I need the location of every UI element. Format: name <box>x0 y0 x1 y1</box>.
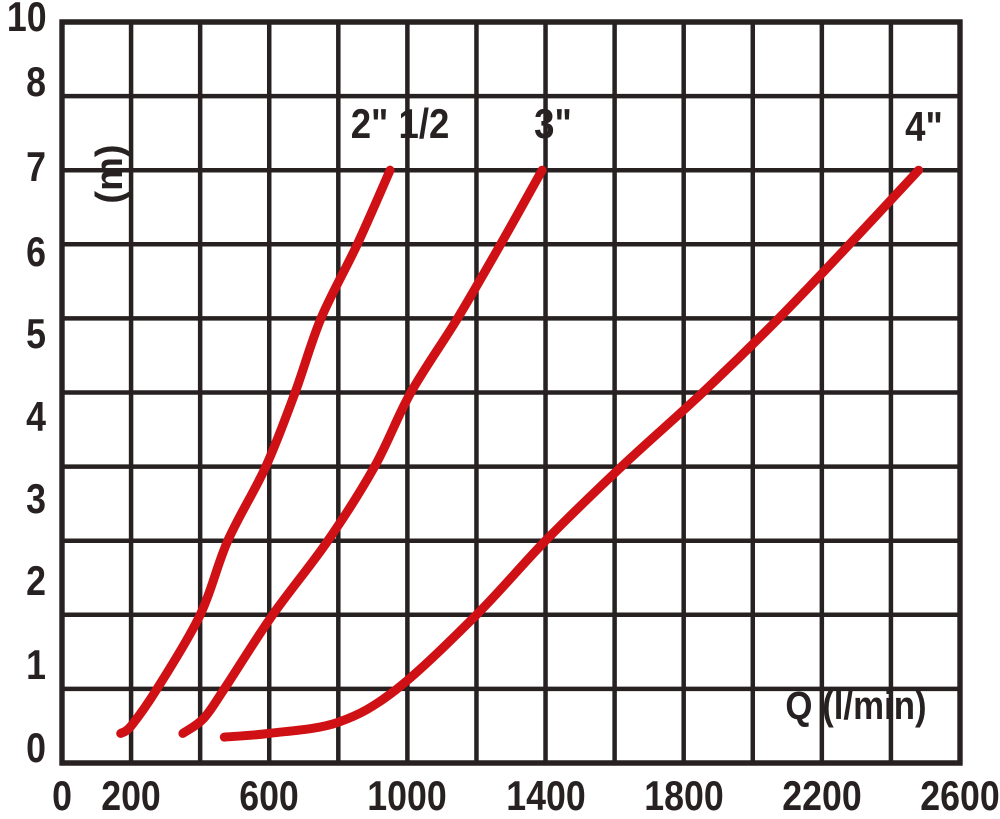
x-tick-label-1000: 1000 <box>367 772 448 819</box>
x-tick-label-1400: 1400 <box>505 772 586 819</box>
y-tick-label-8: 8 <box>26 58 46 105</box>
curve-label-3inch: 3" <box>534 100 572 147</box>
flow-curves <box>116 165 924 742</box>
x-tick-label-2200: 2200 <box>782 772 862 819</box>
x-tick-label-2600: 2600 <box>920 772 1000 819</box>
y-tick-label-3: 3 <box>26 475 46 522</box>
x-tick-label-1800: 1800 <box>643 772 724 819</box>
y-tick-label-10: 10 <box>6 0 47 40</box>
y-axis-unit-label: (m) <box>89 144 131 204</box>
y-tick-label-0: 0 <box>26 724 46 771</box>
y-tick-label-7: 7 <box>26 143 46 190</box>
curve-label-2half-inch: 2" 1/2 <box>350 100 450 147</box>
x-tick-label-200: 200 <box>101 772 161 819</box>
x-axis-label: Q (l/min) <box>785 684 927 728</box>
curve-2-1-2-inch <box>116 165 395 738</box>
x-tick-label-600: 600 <box>239 772 299 819</box>
curve-label-4inch: 4" <box>905 103 943 150</box>
y-tick-label-5: 5 <box>26 310 46 357</box>
y-tick-label-2: 2 <box>26 557 46 604</box>
curve-4-inch <box>219 165 924 742</box>
curve-3-inch <box>178 165 547 738</box>
y-tick-label-1: 1 <box>26 641 46 688</box>
y-tick-label-4: 4 <box>26 393 46 440</box>
x-tick-label-0: 0 <box>52 772 72 819</box>
y-tick-label-6: 6 <box>26 228 46 275</box>
grid-lines <box>59 19 963 766</box>
